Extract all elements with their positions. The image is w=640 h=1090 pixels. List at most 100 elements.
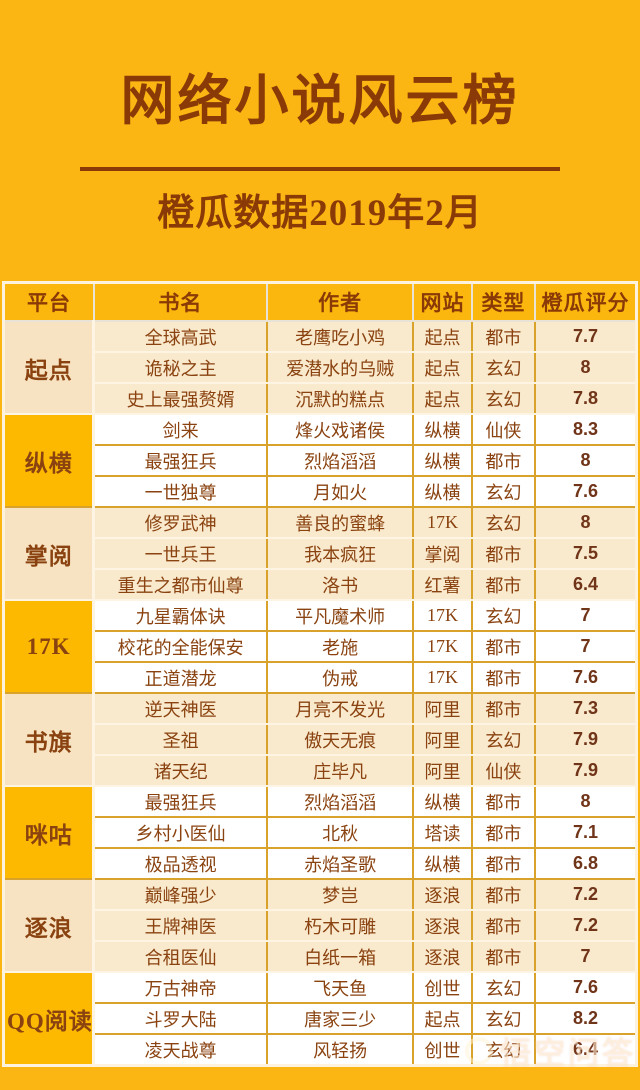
site-cell: 逐浪 (412, 940, 473, 973)
score-cell: 7.2 (533, 909, 638, 942)
author-cell: 风轻扬 (265, 1033, 415, 1067)
ranking-table: 平台 书名 作者 网站 类型 橙瓜评分 起点 全球高武 老鹰吃小鸡 起点 都市 7.7 诡秘… (2, 281, 638, 1067)
table-body: 起点 全球高武 老鹰吃小鸡 起点 都市 7.7 诡秘之主 爱潜水的乌贼 起点 玄幻 8 史上最强赘婿沉… (2, 320, 638, 1067)
table-row: 史上最强赘婿 沉默的糕点 起点 玄幻 7.8 (4, 382, 638, 415)
score-cell: 7.5 (533, 537, 638, 570)
book-cell: 乡村小医仙 (92, 816, 268, 849)
author-cell: 烈焰滔滔 (265, 444, 415, 477)
score-cell: 6.4 (533, 1033, 638, 1067)
ranking-table-wrap: 平台 书名 作者 网站 类型 橙瓜评分 起点 全球高武 老鹰吃小鸡 起点 都市 7.7 诡秘… (2, 281, 638, 1067)
author-cell: 爱潜水的乌贼 (265, 351, 415, 384)
book-cell: 王牌神医 (92, 909, 268, 942)
genre-cell: 玄幻 (470, 475, 536, 508)
score-cell: 8.2 (533, 1002, 638, 1035)
table-row: QQ阅读 万古神帝 飞天鱼 创世 玄幻 7.6 (2, 971, 638, 1067)
book-cell: 万古神帝 (92, 971, 268, 1004)
site-cell: 17K (412, 630, 473, 663)
platform-cell: 逐浪 (2, 878, 96, 973)
book-cell: 修罗武神 (92, 506, 268, 539)
site-cell: 起点 (412, 1002, 473, 1035)
platform-cell: QQ阅读 (2, 971, 96, 1067)
author-cell: 平凡魔术师 (265, 599, 415, 632)
site-cell: 创世 (412, 1033, 473, 1067)
site-cell: 逐浪 (412, 878, 473, 911)
page-title: 网络小说风云榜 (120, 71, 520, 131)
site-cell: 纵横 (412, 475, 473, 508)
site-cell: 阿里 (412, 723, 473, 756)
genre-cell: 都市 (470, 630, 536, 663)
genre-cell: 都市 (470, 692, 536, 725)
author-cell: 赤焰圣歌 (265, 847, 415, 880)
table-row: 重生之都市仙尊 洛书 红薯 都市 6.4 (4, 568, 638, 601)
author-cell: 白纸一箱 (265, 940, 415, 973)
site-cell: 红薯 (412, 568, 473, 601)
genre-cell: 都市 (470, 661, 536, 694)
book-cell: 最强狂兵 (92, 785, 268, 818)
book-cell: 九星霸体诀 (92, 599, 268, 632)
table-row: 逐浪 巅峰强少 梦岂 逐浪 都市 7.2 (2, 878, 638, 973)
table-row: 校花的全能保安 老施 17K 都市 7 (4, 630, 638, 663)
author-cell: 善良的蜜蜂 (265, 506, 415, 539)
table-row: 一世兵王 我本疯狂 掌阅 都市 7.5 (4, 537, 638, 570)
platform-cell: 掌阅 (2, 506, 96, 601)
genre-cell: 都市 (470, 444, 536, 477)
author-cell: 烈焰滔滔 (265, 785, 415, 818)
score-cell: 8 (533, 444, 638, 477)
score-cell: 8.3 (533, 413, 638, 446)
score-cell: 7.2 (533, 878, 638, 911)
author-cell: 老施 (265, 630, 415, 663)
score-cell: 6.8 (533, 847, 638, 880)
author-cell: 沉默的糕点 (265, 382, 415, 415)
book-cell: 诡秘之主 (92, 351, 268, 384)
author-cell: 我本疯狂 (265, 537, 415, 570)
col-header-platform: 平台 (2, 281, 95, 322)
author-cell: 烽火戏诸侯 (265, 413, 415, 446)
genre-cell: 玄幻 (470, 1002, 536, 1035)
site-cell: 纵横 (412, 413, 473, 446)
book-cell: 逆天神医 (92, 692, 268, 725)
col-header-site: 网站 (412, 281, 473, 322)
genre-cell: 玄幻 (470, 1033, 536, 1067)
site-cell: 起点 (412, 351, 473, 384)
genre-cell: 都市 (470, 909, 536, 942)
genre-cell: 玄幻 (470, 971, 536, 1004)
book-cell: 校花的全能保安 (92, 630, 268, 663)
site-cell: 掌阅 (412, 537, 473, 570)
author-cell: 洛书 (265, 568, 415, 601)
site-cell: 起点 (412, 320, 473, 353)
author-cell: 朽木可雕 (265, 909, 415, 942)
score-cell: 6.4 (533, 568, 638, 601)
site-cell: 阿里 (412, 692, 473, 725)
score-cell: 8 (533, 351, 638, 384)
table-row: 掌阅 修罗武神 善良的蜜蜂 17K 玄幻 8 (2, 506, 638, 601)
page-subtitle: 橙瓜数据2019年2月 (157, 193, 483, 234)
book-cell: 巅峰强少 (92, 878, 268, 911)
table-row: 诡秘之主 爱潜水的乌贼 起点 玄幻 8 (4, 351, 638, 384)
genre-cell: 玄幻 (470, 599, 536, 632)
table-row: 斗罗大陆 唐家三少 起点 玄幻 8.2 (4, 1002, 638, 1035)
table-row: 起点 全球高武 老鹰吃小鸡 起点 都市 7.7 (2, 320, 638, 415)
genre-cell: 玄幻 (470, 351, 536, 384)
book-cell: 斗罗大陆 (92, 1002, 268, 1035)
table-row: 咪咕 最强狂兵 烈焰滔滔 纵横 都市 8 (2, 785, 638, 880)
author-cell: 北秋 (265, 816, 415, 849)
table-row: 王牌神医 朽木可雕 逐浪 都市 7.2 (4, 909, 638, 942)
table-row: 凌天战尊 风轻扬 创世 玄幻 6.4 (4, 1033, 638, 1067)
table-row: 乡村小医仙 北秋 塔读 都市 7.1 (4, 816, 638, 849)
author-cell: 唐家三少 (265, 1002, 415, 1035)
col-header-author: 作者 (265, 281, 415, 322)
book-cell: 全球高武 (92, 320, 268, 353)
book-cell: 重生之都市仙尊 (92, 568, 268, 601)
table-row: 诸天纪 庄毕凡 阿里 仙侠 7.9 (4, 754, 638, 787)
genre-cell: 都市 (470, 816, 536, 849)
site-cell: 塔读 (412, 816, 473, 849)
table-row: 一世独尊 月如火 纵横 玄幻 7.6 (4, 475, 638, 508)
score-cell: 7 (533, 940, 638, 973)
book-cell: 最强狂兵 (92, 444, 268, 477)
author-cell: 飞天鱼 (265, 971, 415, 1004)
genre-cell: 玄幻 (470, 382, 536, 415)
book-cell: 剑来 (92, 413, 268, 446)
table-row: 圣祖 傲天无痕 阿里 玄幻 7.9 (4, 723, 638, 756)
author-cell: 傲天无痕 (265, 723, 415, 756)
